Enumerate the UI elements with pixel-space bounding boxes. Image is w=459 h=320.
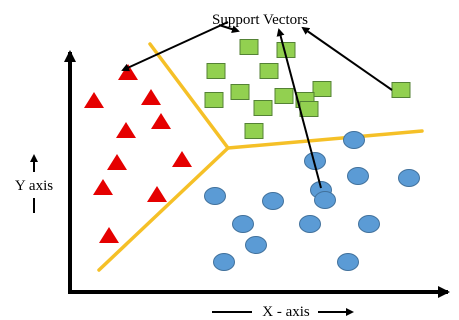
triangle-point — [99, 227, 119, 243]
circle-point — [343, 131, 365, 149]
square-point — [244, 123, 264, 139]
circle-point — [299, 215, 321, 233]
triangle-point — [84, 92, 104, 108]
square-point — [230, 84, 250, 100]
square-point — [299, 101, 319, 117]
triangle-point — [118, 64, 138, 80]
square-point — [391, 82, 411, 98]
circle-point — [204, 187, 226, 205]
square-point — [259, 63, 279, 79]
circle-point — [245, 236, 267, 254]
square-point — [253, 100, 273, 116]
circle-point — [213, 253, 235, 271]
circle-point — [314, 191, 336, 209]
triangle-point — [147, 186, 167, 202]
square-point — [239, 39, 259, 55]
arrow-to-square-right — [301, 26, 393, 91]
square-point — [206, 63, 226, 79]
square-point — [204, 92, 224, 108]
square-class-points — [204, 39, 411, 139]
circle-point — [347, 167, 369, 185]
triangle-point — [107, 154, 127, 170]
circle-point — [358, 215, 380, 233]
x-axis-label-group: X - axis — [212, 304, 354, 320]
diagram-title: Support Vectors — [212, 12, 308, 28]
triangle-point — [141, 89, 161, 105]
triangle-point — [116, 122, 136, 138]
triangle-point — [93, 179, 113, 195]
arrow-to-circle — [276, 28, 322, 189]
triangle-point — [172, 151, 192, 167]
arrow-to-triangle — [121, 21, 229, 72]
y-axis-label-group: Y axis — [15, 154, 53, 213]
arrow-to-square-top — [218, 24, 240, 34]
circle-class-points — [204, 131, 420, 271]
square-point — [274, 88, 294, 104]
decision-boundaries — [97, 42, 424, 272]
triangle-point — [151, 113, 171, 129]
circle-point — [337, 253, 359, 271]
circle-point — [262, 192, 284, 210]
circle-point — [232, 215, 254, 233]
x-axis-label: X - axis — [262, 304, 310, 320]
y-axis-label: Y axis — [15, 178, 53, 194]
boundary-line — [97, 146, 230, 272]
triangle-class-points — [84, 64, 192, 243]
circle-point — [304, 152, 326, 170]
support-vector-arrows — [121, 21, 393, 189]
square-point — [312, 81, 332, 97]
boundary-line — [226, 129, 424, 150]
boundary-line — [148, 42, 230, 150]
circle-point — [398, 169, 420, 187]
